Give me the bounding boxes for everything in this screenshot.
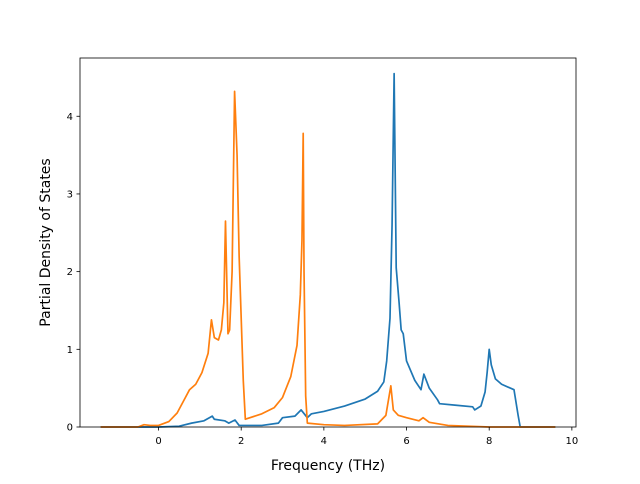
x-tick-label: 8 [486, 436, 492, 447]
y-axis-label: Partial Density of States [38, 158, 54, 326]
y-tick-label: 2 [67, 267, 73, 278]
y-tick-label: 1 [67, 345, 73, 356]
series-line-2 [100, 90, 556, 428]
x-tick-label: 4 [321, 436, 327, 447]
x-tick-label: 6 [403, 436, 409, 447]
plot-area-frame [79, 57, 577, 428]
x-tick-label: 2 [238, 436, 244, 447]
y-tick-label: 4 [67, 112, 73, 123]
y-axis-ticks: 0 1 2 3 4 [67, 112, 80, 434]
x-axis-ticks: 0 2 4 6 8 10 [155, 427, 578, 447]
series-layer [100, 72, 556, 428]
y-tick-label: 3 [67, 190, 73, 201]
series-line-1 [100, 72, 556, 428]
x-tick-label: 0 [155, 436, 161, 447]
x-tick-label: 10 [565, 436, 578, 447]
x-axis-label: Frequency (THz) [271, 458, 385, 474]
y-tick-label: 0 [67, 423, 73, 434]
